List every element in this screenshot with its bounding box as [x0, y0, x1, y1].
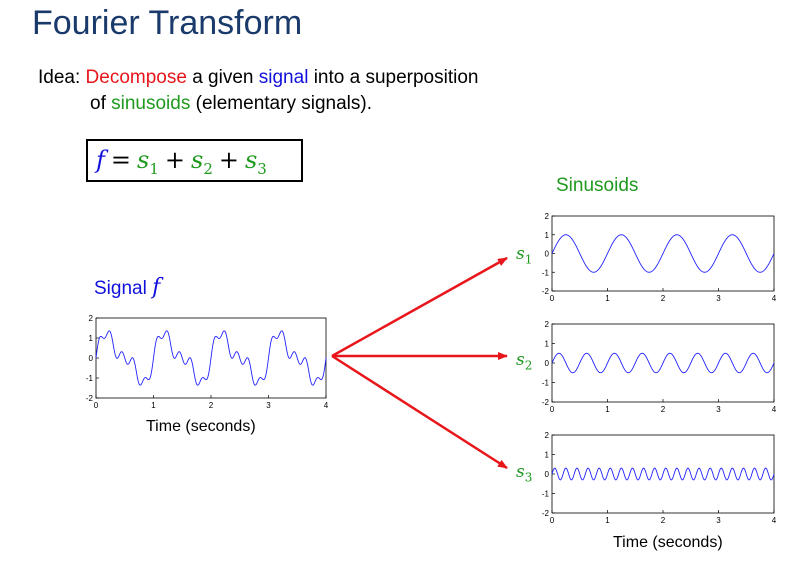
eq-s3: s3 — [244, 146, 267, 178]
xtick-label: 0 — [550, 516, 555, 525]
xtick-label: 0 — [550, 405, 555, 414]
ytick-label: 1 — [545, 340, 550, 349]
xtick-label: 2 — [661, 294, 666, 303]
xtick-label: 3 — [266, 401, 271, 410]
xtick-label: 4 — [772, 294, 777, 303]
ytick-label: -1 — [542, 490, 550, 499]
equation-box: f = s1 + s2 + s3 — [86, 139, 303, 182]
ytick-label: -1 — [86, 374, 94, 383]
ytick-label: 0 — [89, 354, 94, 363]
eq-plus-1: + — [164, 146, 185, 174]
ytick-label: 2 — [545, 320, 550, 329]
signal-label: Signal f — [94, 275, 161, 300]
ytick-label: -1 — [542, 379, 550, 388]
s1-label: s1 — [516, 244, 533, 267]
s3-label: s3 — [516, 462, 533, 485]
sinusoids-label: Sinusoids — [556, 175, 639, 196]
series-line-s3 — [551, 467, 775, 481]
idea-sinusoids: sinusoids — [111, 93, 191, 114]
idea-text: Idea: Decompose a given signal into a su… — [38, 65, 478, 117]
plot-signal-f: 210-1-20 1 2 3 4 — [86, 314, 329, 410]
series-line-s2 — [551, 352, 775, 374]
idea-line2-post: (elementary signals). — [190, 93, 372, 114]
idea-prefix: Idea: — [38, 67, 86, 88]
ytick-label: -2 — [542, 287, 550, 296]
eq-s2: s2 — [190, 146, 213, 178]
ytick-label: 2 — [545, 431, 550, 440]
idea-line-1: Idea: Decompose a given signal into a su… — [38, 65, 478, 91]
idea-line-2: of sinusoids (elementary signals). — [38, 91, 478, 117]
xtick-label: 3 — [716, 294, 721, 303]
ytick-label: 1 — [545, 231, 550, 240]
xtick-label: 2 — [209, 401, 214, 410]
xtick-label: 4 — [324, 401, 329, 410]
ytick-label: 0 — [545, 470, 550, 479]
xtick-label: 2 — [661, 405, 666, 414]
plot-s1: 210-1-20 1 2 3 4 — [542, 212, 777, 303]
ytick-label: -1 — [542, 268, 550, 277]
s2-label: s2 — [516, 350, 533, 373]
arrow-to-s1 — [331, 256, 508, 358]
xtick-label: 1 — [605, 294, 610, 303]
ytick-label: 0 — [545, 359, 550, 368]
signal-xlabel: Time (seconds) — [146, 418, 256, 435]
ytick-label: 1 — [89, 334, 94, 343]
sinusoid-xlabel: Time (seconds) — [613, 534, 723, 551]
ytick-label: -2 — [542, 509, 550, 518]
ytick-label: 2 — [89, 314, 94, 323]
xtick-label: 2 — [661, 516, 666, 525]
ytick-label: 2 — [545, 212, 550, 221]
xtick-label: 1 — [151, 401, 156, 410]
xtick-label: 3 — [716, 405, 721, 414]
xtick-label: 0 — [550, 294, 555, 303]
idea-decompose: Decompose — [85, 67, 187, 88]
plot-s2: 210-1-20 1 2 3 4 — [542, 320, 777, 414]
xtick-label: 1 — [605, 405, 610, 414]
ytick-label: 0 — [545, 250, 550, 259]
xtick-label: 4 — [772, 405, 777, 414]
plot-s3: 210-1-20 1 2 3 4 — [542, 431, 777, 525]
xtick-label: 4 — [772, 516, 777, 525]
ytick-label: -2 — [542, 398, 550, 407]
eq-equals: = — [110, 146, 131, 174]
xtick-label: 3 — [716, 516, 721, 525]
ytick-label: -2 — [86, 394, 94, 403]
idea-mid1: a given — [186, 67, 259, 88]
eq-s1: s1 — [137, 146, 159, 178]
slide-title: Fourier Transform — [32, 4, 303, 42]
eq-plus-2: + — [218, 146, 239, 174]
series-line-signal-f — [95, 330, 327, 386]
idea-line2-pre: of — [90, 93, 112, 114]
eq-f: f — [96, 146, 105, 174]
idea-signal: signal — [258, 67, 309, 88]
series-line-s1 — [551, 234, 775, 273]
xtick-label: 1 — [605, 516, 610, 525]
arrows — [331, 256, 508, 470]
arrow-to-s3 — [331, 354, 508, 470]
ytick-label: 1 — [545, 451, 550, 460]
xtick-label: 0 — [94, 401, 99, 410]
idea-mid2: into a superposition — [308, 67, 479, 88]
